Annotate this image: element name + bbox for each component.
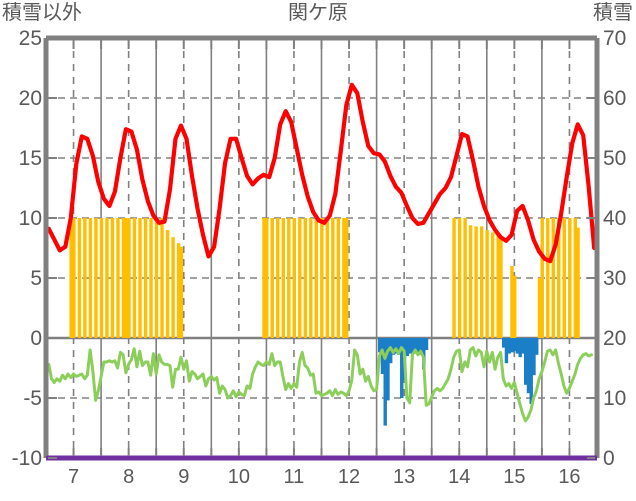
y-axis-tick-label: 5: [30, 267, 42, 290]
x-axis-tick-label: 15: [503, 466, 526, 488]
y2-axis-tick-label: 0: [603, 447, 615, 470]
y-axis-tick-label: -10: [11, 447, 42, 470]
y2-axis-tick-label: 50: [603, 147, 627, 170]
chart-title: 関ケ原: [288, 2, 348, 24]
x-axis-tick-label: 16: [558, 466, 581, 488]
y2-axis-tick-label: 20: [603, 327, 627, 350]
x-axis-tick-label: 7: [67, 466, 80, 488]
x-axis-tick-label: 14: [448, 466, 471, 488]
y2-axis-tick-label: 10: [603, 387, 627, 410]
x-axis-tick-label: 8: [123, 466, 135, 488]
y-axis-tick-label: 10: [18, 207, 42, 230]
y-axis-tick-label: 20: [18, 87, 42, 110]
y-axis-tick-label: 25: [18, 27, 42, 50]
left-axis-title: 積雪以外: [2, 2, 82, 24]
x-axis-tick-label: 10: [227, 466, 250, 488]
y2-axis-tick-label: 30: [603, 267, 627, 290]
x-axis-tick-label: 13: [393, 466, 416, 488]
y2-axis-tick-label: 70: [603, 27, 627, 50]
x-axis-tick-label: 12: [337, 466, 361, 488]
y-axis-tick-label: 0: [30, 327, 42, 350]
y-axis-tick-label: -5: [23, 387, 42, 410]
x-axis-tick-label: 11: [283, 466, 305, 488]
right-axis-title: 積雪: [593, 2, 633, 24]
x-axis-tick-label: 9: [178, 466, 190, 488]
y-axis-tick-label: 15: [18, 147, 42, 170]
y2-axis-tick-label: 60: [603, 87, 627, 110]
y2-axis-tick-label: 40: [603, 207, 627, 230]
